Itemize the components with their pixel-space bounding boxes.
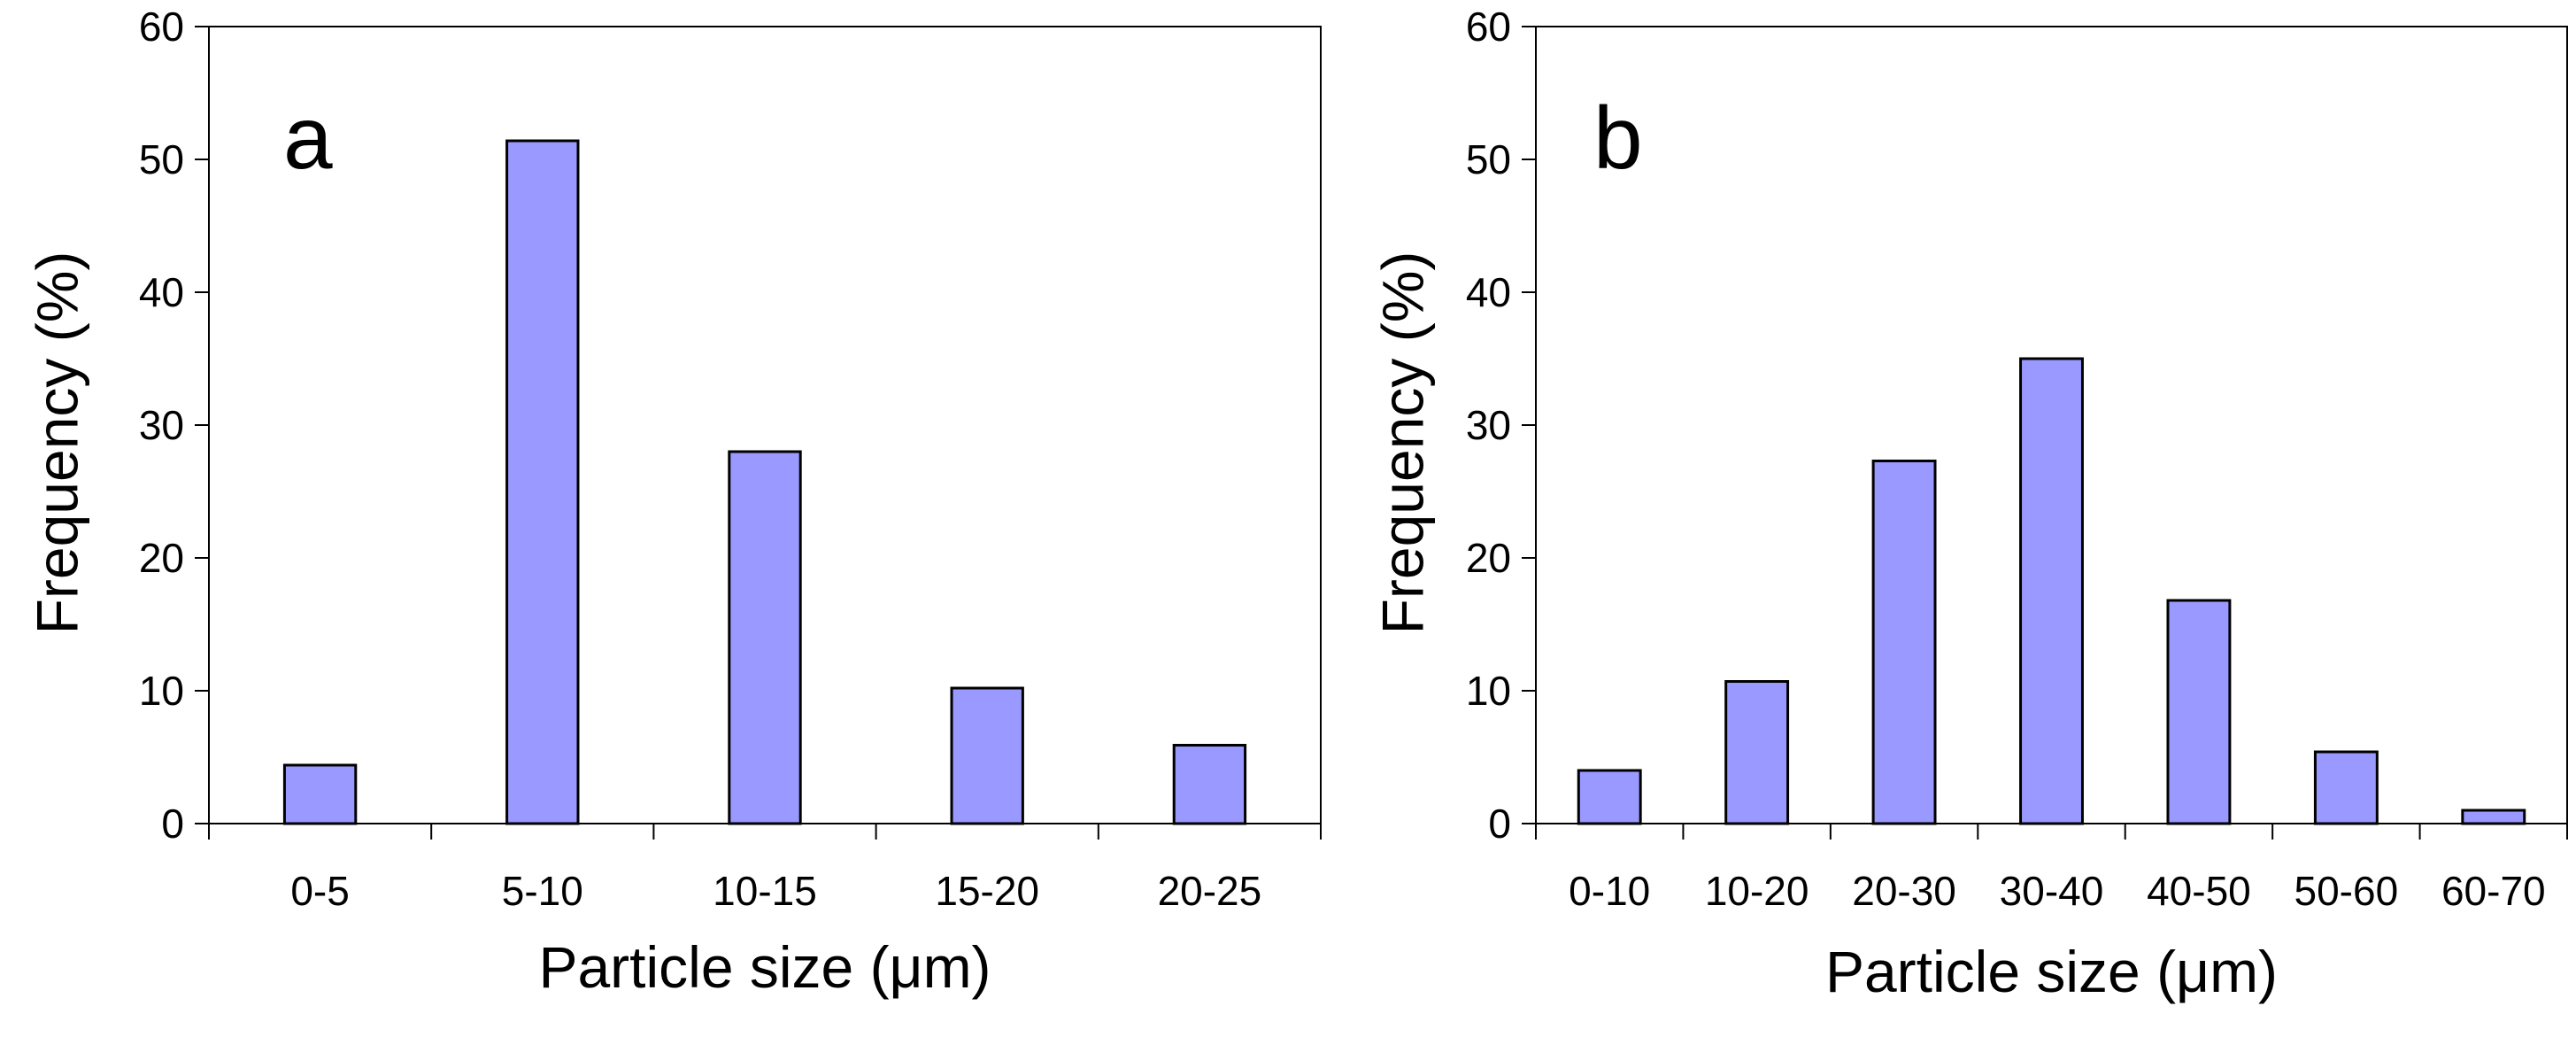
x-tick-label: 10-20: [1705, 868, 1809, 914]
panel-letter: a: [283, 89, 333, 188]
x-tick-label: 10-15: [713, 868, 817, 914]
chart-panel-a: 0 10 20 30 40 50 60 0-5 5-10 10-15 15-20 20-25 Frequ…: [24, 4, 1322, 1000]
chart-panel-b: 0 10 20 30 40 50 60 0-10 10-20 20-30 30-40 40-50 50-…: [1369, 4, 2568, 1004]
y-tick-label: 60: [139, 4, 184, 50]
y-tick-label: 10: [139, 668, 184, 714]
x-tick-label: 15-20: [935, 868, 1039, 914]
bar-20-30: [1871, 460, 1937, 825]
bar-5-10: [505, 139, 580, 825]
y-tick-label: 50: [139, 136, 184, 182]
x-tick-label: 60-70: [2441, 868, 2546, 914]
x-tick-label: 40-50: [2147, 868, 2251, 914]
bar-15-20: [950, 686, 1024, 825]
x-tick-label: 5-10: [502, 868, 583, 914]
bar-60-70: [2461, 809, 2526, 825]
bar-10-15: [728, 450, 802, 825]
y-tick-label: 20: [1466, 535, 1511, 581]
y-axis-title: Frequency (%): [24, 252, 89, 635]
x-axis-title: Particle size (μm): [538, 934, 991, 1000]
y-tick-label: 10: [1466, 668, 1511, 714]
y-tick-label: 0: [1488, 801, 1511, 847]
bar-30-40: [2019, 357, 2084, 825]
y-tick-label: 40: [139, 269, 184, 315]
bar-40-50: [2166, 599, 2232, 825]
bar-10-20: [1724, 680, 1790, 825]
y-tick-label: 40: [1466, 269, 1511, 315]
y-tick-label: 30: [1466, 402, 1511, 448]
y-tick-label: 0: [161, 801, 184, 847]
bar-50-60: [2313, 750, 2379, 825]
bar-20-25: [1172, 744, 1247, 825]
x-tick-label: 50-60: [2294, 868, 2399, 914]
bar-0-5: [282, 763, 358, 825]
x-tick-label: 30-40: [2000, 868, 2104, 914]
x-tick-label: 0-10: [1569, 868, 1650, 914]
x-tick-label: 20-25: [1158, 868, 1262, 914]
x-tick-label: 0-5: [290, 868, 349, 914]
y-tick-label: 30: [139, 402, 184, 448]
x-axis-title: Particle size (μm): [1825, 939, 2278, 1004]
panel-letter: b: [1593, 89, 1643, 188]
y-tick-label: 60: [1466, 4, 1511, 50]
y-axis-title: Frequency (%): [1369, 252, 1435, 635]
bar-0-10: [1577, 769, 1642, 825]
y-tick-label: 20: [139, 535, 184, 581]
y-tick-label: 50: [1466, 136, 1511, 182]
x-tick-label: 20-30: [1852, 868, 1956, 914]
